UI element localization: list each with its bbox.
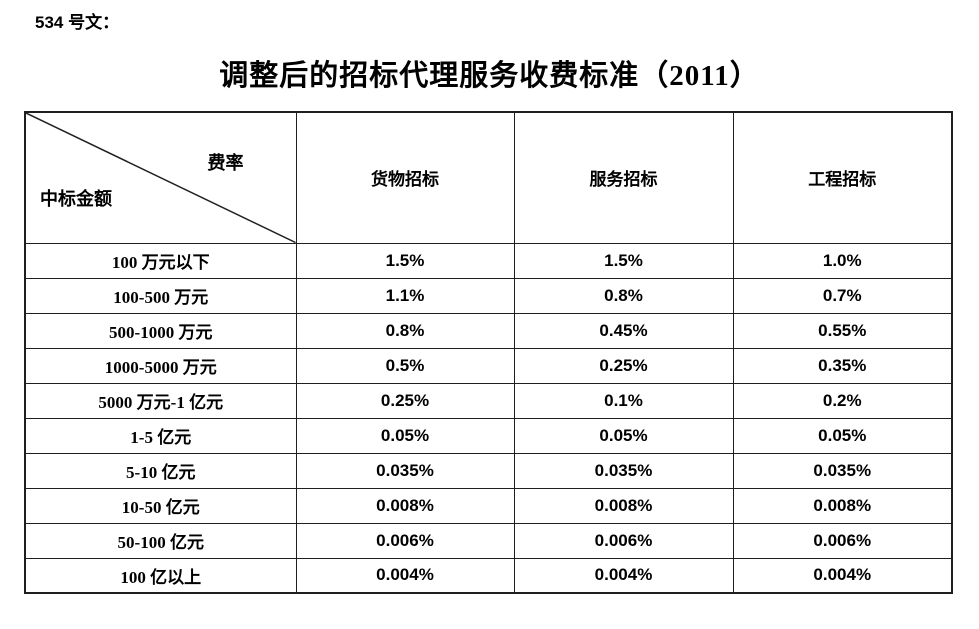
table-body: 100 万元以下 1.5% 1.5% 1.0% 100-500 万元 1.1% 0.8% 0.… <box>24 242 953 594</box>
rate-value-cell: 0.035% <box>295 452 515 489</box>
rate-value-cell: 0.8% <box>295 312 515 349</box>
corner-header-cell: 费率 中标金额 <box>24 111 297 244</box>
table-header: 费率 中标金额 货物招标 服务招标 工程招标 <box>24 111 953 244</box>
column-header-goods: 货物招标 <box>295 111 515 244</box>
table-row: 1-5 亿元 0.05% 0.05% 0.05% <box>24 417 953 454</box>
rate-value-cell: 0.006% <box>732 522 953 559</box>
rate-value-cell: 0.05% <box>513 417 734 454</box>
table-row: 5-10 亿元 0.035% 0.035% 0.035% <box>24 452 953 489</box>
fee-rate-table: 费率 中标金额 货物招标 服务招标 工程招标 100 万元以下 1.5% 1.5% 1… <box>24 111 953 594</box>
rate-value-cell: 0.45% <box>513 312 734 349</box>
rate-value-cell: 0.2% <box>732 382 953 419</box>
row-label-amount-range: 50-100 亿元 <box>24 522 297 559</box>
rate-value-cell: 0.05% <box>732 417 953 454</box>
row-label-amount-range: 1000-5000 万元 <box>24 347 297 384</box>
row-label-amount-range: 500-1000 万元 <box>24 312 297 349</box>
column-header-engineering: 工程招标 <box>732 111 953 244</box>
rate-value-cell: 1.1% <box>295 277 515 314</box>
rate-value-cell: 0.035% <box>513 452 734 489</box>
corner-rate-label: 费率 <box>207 153 244 173</box>
rate-value-cell: 1.0% <box>732 242 953 279</box>
table-row: 100-500 万元 1.1% 0.8% 0.7% <box>24 277 953 314</box>
rate-value-cell: 0.1% <box>513 382 734 419</box>
rate-value-cell: 0.008% <box>513 487 734 524</box>
corner-amount-label: 中标金额 <box>40 188 112 209</box>
rate-value-cell: 1.5% <box>295 242 515 279</box>
row-label-amount-range: 100 万元以下 <box>24 242 297 279</box>
row-label-amount-range: 5-10 亿元 <box>24 452 297 489</box>
rate-value-cell: 0.006% <box>513 522 734 559</box>
table-row: 1000-5000 万元 0.5% 0.25% 0.35% <box>24 347 953 384</box>
rate-value-cell: 0.05% <box>295 417 515 454</box>
rate-value-cell: 1.5% <box>513 242 734 279</box>
rate-value-cell: 0.004% <box>732 557 953 594</box>
row-label-amount-range: 1-5 亿元 <box>24 417 297 454</box>
rate-value-cell: 0.35% <box>732 347 953 384</box>
rate-value-cell: 0.008% <box>732 487 953 524</box>
rate-value-cell: 0.5% <box>295 347 515 384</box>
rate-value-cell: 0.035% <box>732 452 953 489</box>
rate-value-cell: 0.004% <box>295 557 515 594</box>
row-label-amount-range: 5000 万元-1 亿元 <box>24 382 297 419</box>
row-label-amount-range: 100-500 万元 <box>24 277 297 314</box>
rate-value-cell: 0.008% <box>295 487 515 524</box>
document-number: 534 号文： <box>35 13 120 32</box>
rate-value-cell: 0.006% <box>295 522 515 559</box>
rate-value-cell: 0.55% <box>732 312 953 349</box>
table-row: 50-100 亿元 0.006% 0.006% 0.006% <box>24 522 953 559</box>
table-row: 100 亿以上 0.004% 0.004% 0.004% <box>24 557 953 594</box>
rate-value-cell: 0.25% <box>513 347 734 384</box>
rate-value-cell: 0.25% <box>295 382 515 419</box>
rate-value-cell: 0.7% <box>732 277 953 314</box>
row-label-amount-range: 10-50 亿元 <box>24 487 297 524</box>
table-row: 10-50 亿元 0.008% 0.008% 0.008% <box>24 487 953 524</box>
table-row: 5000 万元-1 亿元 0.25% 0.1% 0.2% <box>24 382 953 419</box>
row-label-amount-range: 100 亿以上 <box>24 557 297 594</box>
diagonal-divider-line <box>26 113 296 243</box>
rate-value-cell: 0.004% <box>513 557 734 594</box>
header-row: 费率 中标金额 货物招标 服务招标 工程招标 <box>24 111 953 244</box>
column-header-services: 服务招标 <box>513 111 734 244</box>
page-title: 调整后的招标代理服务收费标准（2011） <box>219 60 760 92</box>
table-row: 100 万元以下 1.5% 1.5% 1.0% <box>24 242 953 279</box>
rate-value-cell: 0.8% <box>513 277 734 314</box>
table-row: 500-1000 万元 0.8% 0.45% 0.55% <box>24 312 953 349</box>
